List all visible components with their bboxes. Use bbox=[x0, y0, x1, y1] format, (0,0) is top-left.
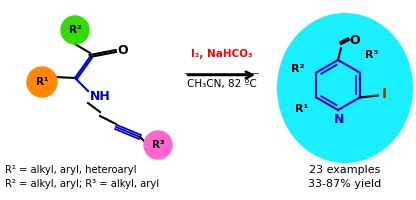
Text: R²: R² bbox=[69, 25, 81, 35]
Text: 33-87% yield: 33-87% yield bbox=[308, 179, 381, 189]
Circle shape bbox=[61, 16, 89, 44]
Text: R¹ = alkyl, aryl, heteroaryl: R¹ = alkyl, aryl, heteroaryl bbox=[5, 165, 136, 175]
Ellipse shape bbox=[277, 13, 413, 163]
Text: R² = alkyl, aryl; R³ = alkyl, aryl: R² = alkyl, aryl; R³ = alkyl, aryl bbox=[5, 179, 159, 189]
Text: I₂, NaHCO₃: I₂, NaHCO₃ bbox=[191, 49, 253, 59]
Text: R¹: R¹ bbox=[36, 77, 48, 87]
Circle shape bbox=[144, 131, 172, 159]
Text: R²: R² bbox=[291, 64, 305, 73]
Text: R³: R³ bbox=[152, 140, 164, 150]
Text: I: I bbox=[381, 88, 387, 102]
Circle shape bbox=[27, 67, 57, 97]
Text: R¹: R¹ bbox=[295, 104, 308, 114]
Text: 23 examples: 23 examples bbox=[310, 165, 381, 175]
Text: O: O bbox=[118, 45, 128, 58]
Text: NH: NH bbox=[90, 90, 111, 104]
Text: R³: R³ bbox=[365, 50, 378, 60]
Text: N: N bbox=[334, 113, 344, 126]
Text: O: O bbox=[350, 33, 360, 46]
Text: CH₃CN, 82 ºC: CH₃CN, 82 ºC bbox=[187, 79, 256, 89]
